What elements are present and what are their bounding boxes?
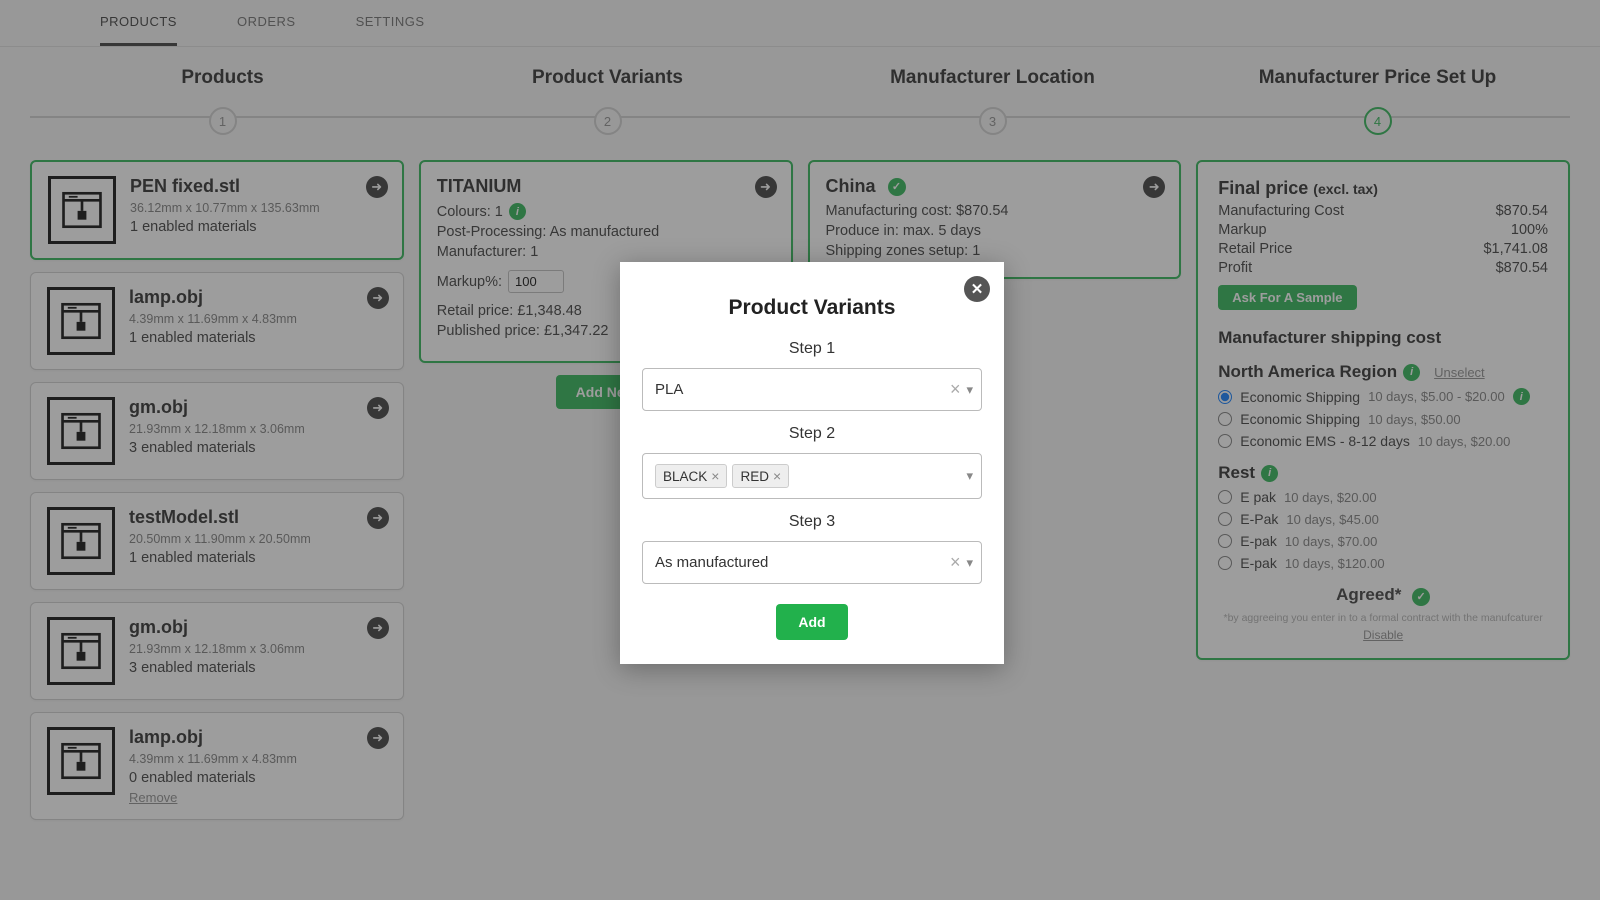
remove-tag-icon[interactable]: × <box>711 468 719 484</box>
modal-title: Product Variants <box>642 296 982 320</box>
clear-icon[interactable]: × <box>950 379 961 400</box>
modal-step2-label: Step 2 <box>642 425 982 443</box>
clear-icon[interactable]: × <box>950 552 961 573</box>
chevron-down-icon[interactable]: ▾ <box>966 555 973 571</box>
chevron-down-icon[interactable]: ▾ <box>966 382 973 398</box>
step1-select[interactable]: PLA × ▾ <box>642 368 982 411</box>
step3-select[interactable]: As manufactured × ▾ <box>642 541 982 584</box>
chevron-down-icon[interactable]: ▾ <box>966 468 973 484</box>
remove-tag-icon[interactable]: × <box>773 468 781 484</box>
modal-step3-label: Step 3 <box>642 513 982 531</box>
step2-tags: BLACK ×RED × <box>655 464 966 488</box>
color-tag[interactable]: BLACK × <box>655 464 727 488</box>
step2-select[interactable]: BLACK ×RED × ▾ <box>642 453 982 499</box>
close-icon[interactable]: ✕ <box>964 276 990 302</box>
color-tag[interactable]: RED × <box>732 464 789 488</box>
modal-add-button[interactable]: Add <box>776 604 847 640</box>
product-variants-modal: ✕ Product Variants Step 1 PLA × ▾ Step 2… <box>620 262 1004 664</box>
step3-value: As manufactured <box>655 554 950 571</box>
modal-step1-label: Step 1 <box>642 340 982 358</box>
step1-value: PLA <box>655 381 950 398</box>
